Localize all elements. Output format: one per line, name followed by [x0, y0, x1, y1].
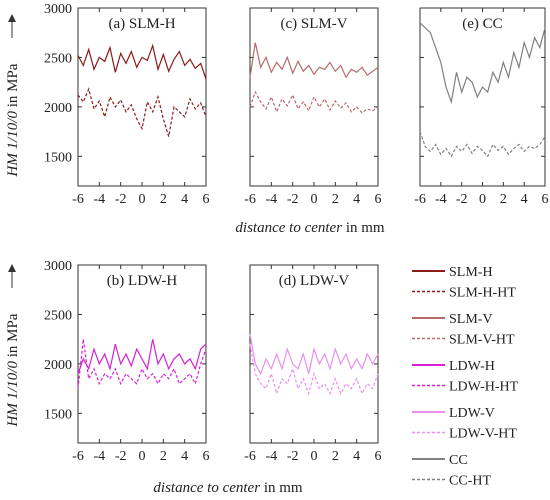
- y-axis-label-bottom: HM 1/10/0 in MPa: [5, 313, 21, 427]
- x-tick-label: -2: [115, 192, 127, 207]
- x-axis-label-bottom: distance to center in mm: [153, 480, 302, 496]
- x-tick-label: 2: [332, 449, 339, 464]
- x-tick-label: -2: [287, 449, 299, 464]
- x-tick-label: 4: [181, 449, 188, 464]
- x-tick-label: 4: [353, 449, 360, 464]
- y-axis-label-top: HM 1/10/0 in MPa: [5, 63, 21, 177]
- x-tick-label: 2: [160, 449, 167, 464]
- x-tick-label: -4: [265, 449, 277, 464]
- panel-frame: [249, 7, 379, 187]
- series-line-slm-h-ht: [77, 87, 207, 137]
- series-line-slm-v-ht: [249, 90, 379, 114]
- panel-frame: [77, 264, 207, 444]
- series-line-ldw-h: [77, 339, 207, 375]
- series-line-ldw-v-ht: [249, 343, 379, 396]
- x-tick-label: 6: [542, 192, 549, 207]
- legend-label: LDW-V-HT: [449, 427, 517, 442]
- panel-title: (b) LDW-H: [107, 273, 178, 289]
- x-tick-label: 0: [479, 192, 486, 207]
- panel-title: (d) LDW-V: [279, 273, 350, 289]
- panel-b: -6 -4 -2 0 2 4 6 3000 2500 2000 1500 (b) LDW-H: [44, 259, 210, 464]
- panel-frame: [249, 264, 379, 444]
- x-tick-label: -6: [414, 192, 426, 207]
- x-tick-label: -4: [93, 192, 105, 207]
- x-tick-label: -4: [265, 192, 277, 207]
- x-tick-label: 2: [500, 192, 507, 207]
- x-tick-label: 0: [311, 192, 318, 207]
- panel-c: -6 -4 -2 0 2 4 6 (c) SLM-V: [244, 7, 382, 207]
- series-line-cc-ht: [419, 131, 546, 158]
- x-tick-label: -6: [244, 192, 256, 207]
- panel-e: -6 -4 -2 0 2 4 6 (e) CC: [414, 7, 549, 207]
- series-line-ldw-h-ht: [77, 339, 207, 389]
- x-tick-label: 2: [160, 192, 167, 207]
- y-tick-label: 1500: [44, 407, 72, 422]
- svg-text:HM 1/10/0 in MPa: HM 1/10/0 in MPa: [5, 63, 21, 177]
- legend-label: LDW-H-HT: [449, 380, 519, 395]
- x-tick-label: 0: [139, 449, 146, 464]
- x-tick-label: -6: [244, 449, 256, 464]
- y-tick-label: 3000: [44, 2, 72, 17]
- y-tick-label: 2000: [44, 101, 72, 116]
- panel-title: (e) CC: [462, 16, 502, 32]
- y-tick-label: 2000: [44, 358, 72, 373]
- legend-label: CC: [449, 453, 468, 468]
- panel-title: (c) SLM-V: [280, 16, 347, 32]
- x-tick-label: 0: [311, 449, 318, 464]
- x-tick-label: 6: [203, 192, 210, 207]
- x-tick-label: 0: [139, 192, 146, 207]
- series-line-cc: [419, 22, 546, 105]
- x-tick-label: 6: [203, 449, 210, 464]
- legend-label: LDW-H: [449, 359, 495, 374]
- x-tick-label: 2: [332, 192, 339, 207]
- legend-label: LDW-V: [449, 406, 495, 421]
- y-tick-label: 2500: [44, 51, 72, 66]
- legend-label: SLM-V: [449, 312, 493, 327]
- panel-d: -6 -4 -2 0 2 4 6 (d) LDW-V: [244, 264, 382, 464]
- panel-title: (a) SLM-H: [108, 16, 175, 32]
- x-tick-label: -4: [93, 449, 105, 464]
- x-axis-label-top: distance to center in mm: [235, 220, 384, 236]
- legend-label: SLM-H-HT: [449, 286, 516, 301]
- series-line-slm-v: [249, 42, 379, 79]
- x-tick-label: -2: [456, 192, 468, 207]
- panel-frame: [419, 7, 546, 187]
- x-tick-label: 6: [375, 192, 382, 207]
- x-tick-label: 4: [521, 192, 528, 207]
- y-tick-label: 3000: [44, 259, 72, 274]
- legend-label: CC-HT: [449, 474, 491, 489]
- x-tick-label: -2: [115, 449, 127, 464]
- x-tick-label: -2: [287, 192, 299, 207]
- svg-text:HM 1/10/0 in MPa: HM 1/10/0 in MPa: [5, 313, 21, 427]
- x-tick-label: 4: [181, 192, 188, 207]
- series-line-ldw-v: [249, 334, 379, 376]
- series-line-slm-h: [77, 43, 207, 80]
- legend: SLM-H SLM-H-HT SLM-V SLM-V-HT LDW-H LDW-H-HT L…: [412, 265, 519, 489]
- y-tick-label: 2500: [44, 308, 72, 323]
- legend-label: SLM-V-HT: [449, 333, 515, 348]
- x-tick-label: 6: [375, 449, 382, 464]
- y-tick-label: 1500: [44, 150, 72, 165]
- panel-a: -6 -4 -2 0 2 4 6 3000 2500 2000 1500 (a) SLM-H: [44, 2, 210, 207]
- x-tick-label: -6: [72, 449, 84, 464]
- panel-frame: [77, 7, 207, 187]
- legend-label: SLM-H: [449, 265, 493, 280]
- x-tick-label: 4: [353, 192, 360, 207]
- x-tick-label: -6: [72, 192, 84, 207]
- x-tick-label: -4: [435, 192, 447, 207]
